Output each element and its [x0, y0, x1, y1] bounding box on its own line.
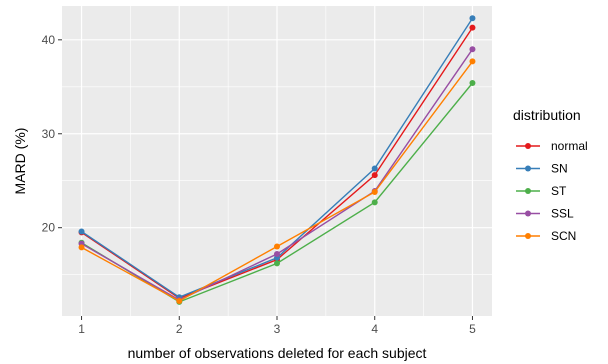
legend-label: SN — [551, 162, 568, 176]
data-point — [274, 251, 280, 257]
y-axis-title: MARD (%) — [12, 128, 28, 195]
data-point — [371, 189, 378, 195]
legend-item-st: ST — [516, 184, 567, 198]
data-point — [78, 244, 85, 251]
data-point — [274, 260, 280, 267]
legend-item-scn: SCN — [516, 229, 576, 243]
legend-title: distribution — [513, 107, 581, 123]
data-point — [469, 80, 476, 87]
x-tick-label: 3 — [274, 322, 281, 336]
x-tick-label: 4 — [371, 322, 378, 336]
legend-key-point — [525, 233, 531, 239]
data-point — [176, 297, 183, 304]
data-point — [274, 243, 280, 250]
data-point — [469, 46, 476, 53]
axes: 1 2 3 4 5 20 30 40 — [42, 33, 476, 336]
series-lines — [78, 15, 476, 305]
data-point — [469, 15, 476, 22]
x-axis-title: number of observations deleted for each … — [128, 345, 427, 361]
data-point — [469, 58, 476, 65]
x-tick-label: 1 — [78, 322, 85, 336]
legend-label: SCN — [551, 229, 576, 243]
legend-item-sn: SN — [516, 162, 568, 176]
legend-items: normal SN ST SSL SCN — [516, 139, 588, 243]
legend-label: normal — [551, 139, 588, 153]
y-tick-label: 30 — [42, 127, 56, 141]
data-point — [469, 24, 476, 31]
legend-item-normal: normal — [516, 139, 588, 153]
x-tick-label: 2 — [176, 322, 183, 336]
data-point — [371, 165, 378, 172]
legend-label: ST — [551, 184, 567, 198]
legend-key-point — [525, 143, 531, 149]
data-point — [78, 228, 85, 235]
legend-key-point — [525, 188, 531, 194]
y-tick-label: 40 — [42, 33, 56, 47]
data-point — [371, 172, 378, 179]
legend-key-point — [525, 165, 531, 172]
legend-label: SSL — [551, 207, 574, 221]
legend: distribution normal SN ST SSL SCN — [513, 107, 588, 243]
data-point — [371, 199, 378, 206]
y-tick-label: 20 — [42, 221, 56, 235]
legend-key-point — [525, 210, 531, 217]
legend-item-ssl: SSL — [516, 207, 574, 221]
series-scn — [78, 58, 476, 304]
x-tick-label: 5 — [469, 322, 476, 336]
